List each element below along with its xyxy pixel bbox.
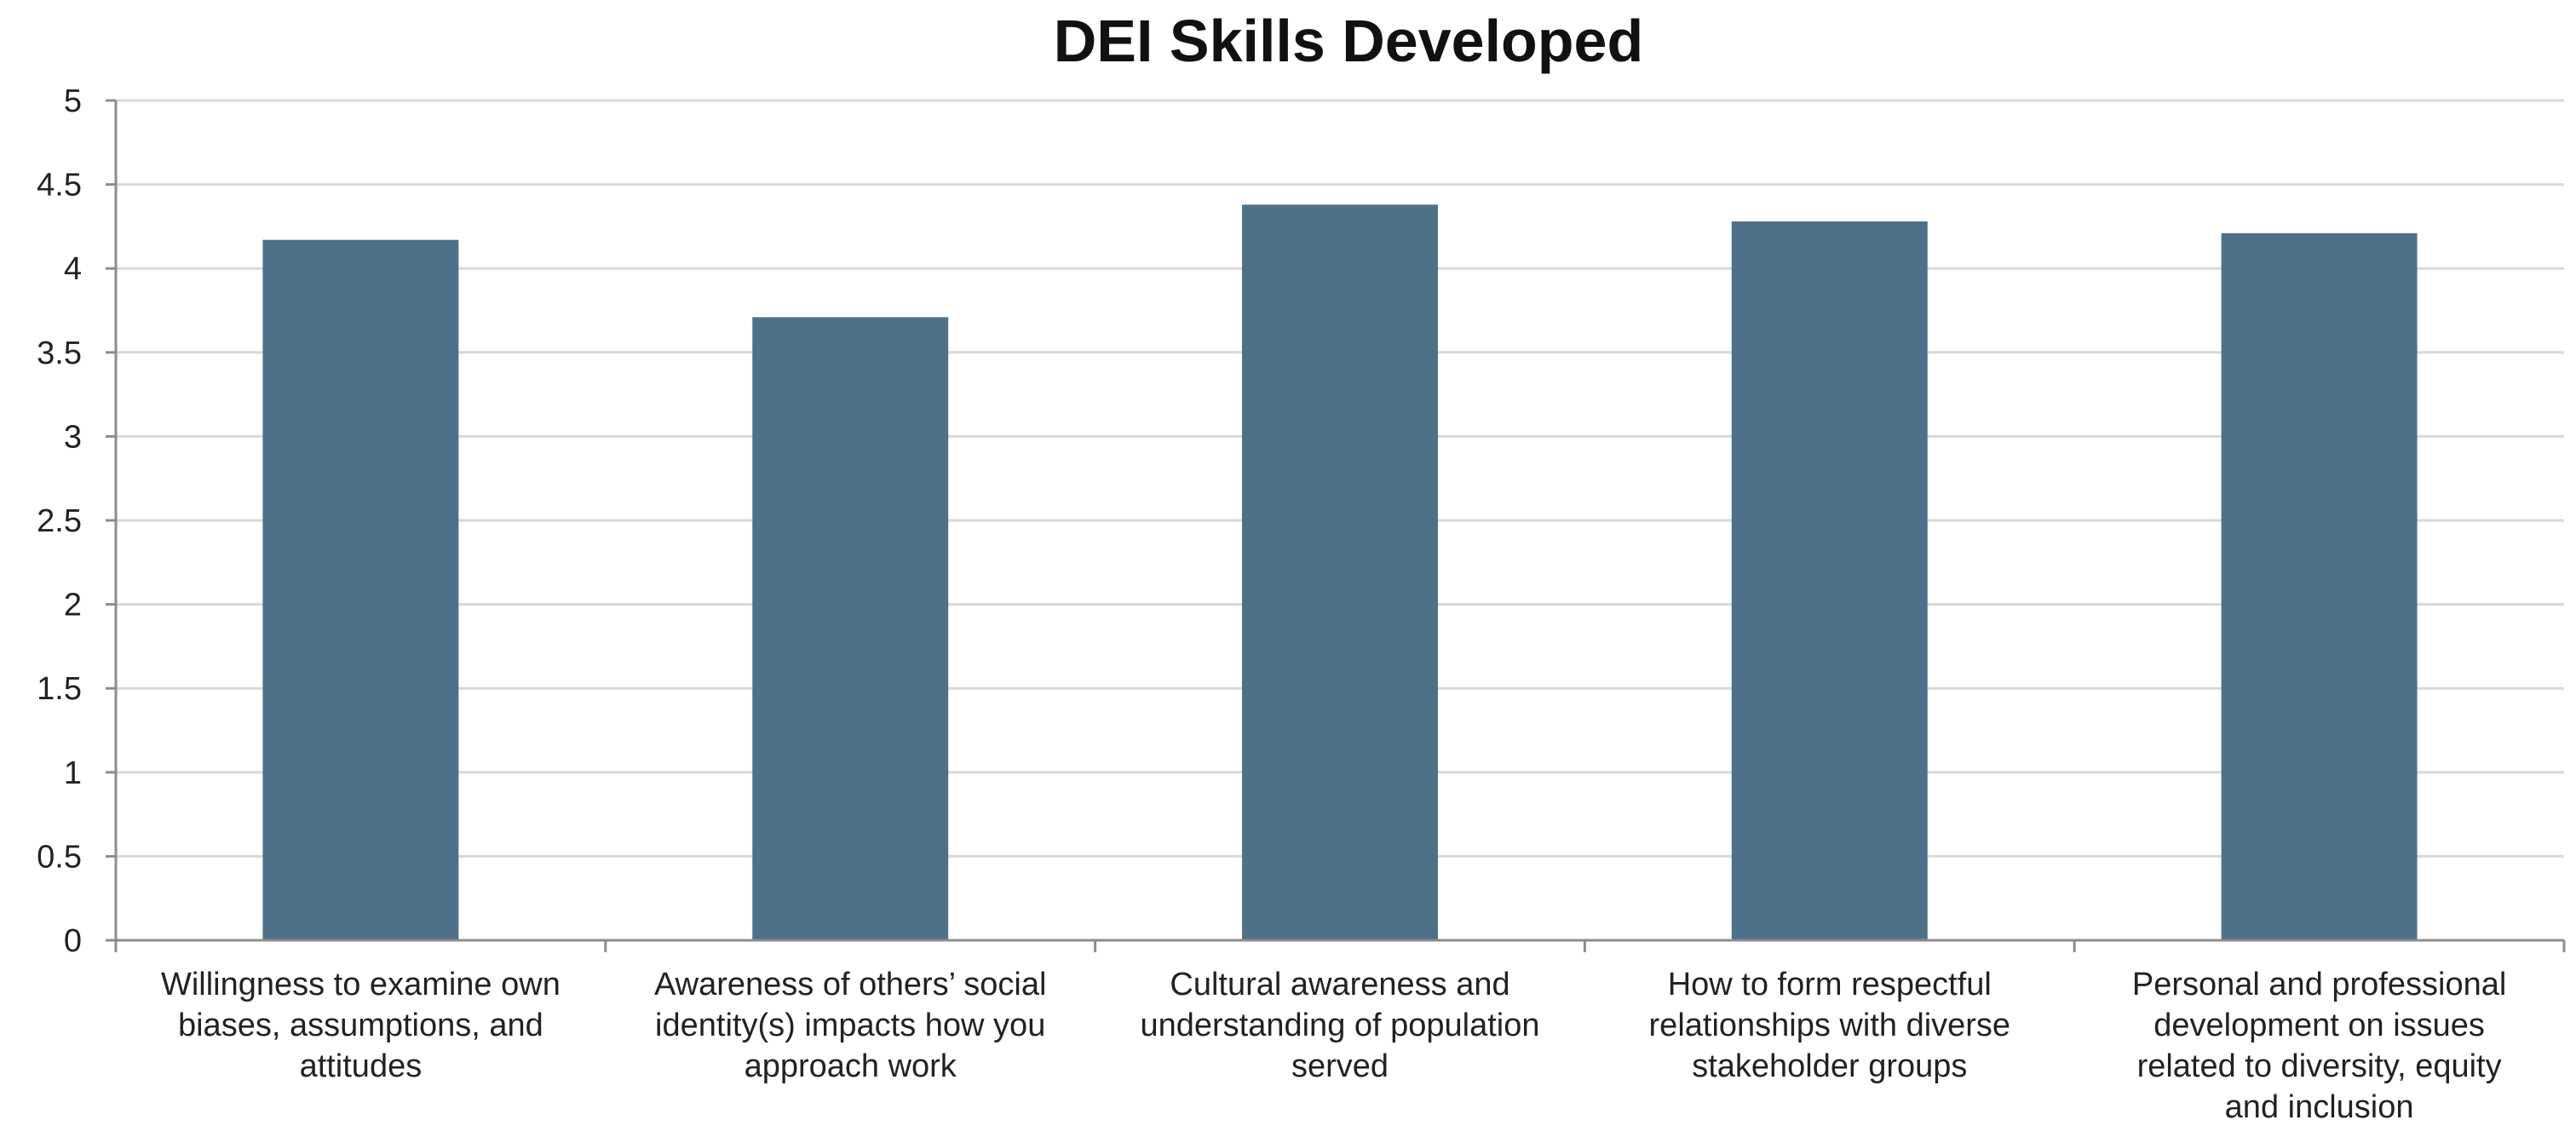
y-tick-label: 1.5 — [37, 671, 82, 707]
x-category-label-line: Personal and professional — [2132, 967, 2506, 1002]
x-category-label-line: Willingness to examine own — [161, 967, 561, 1002]
x-category-label-line: Awareness of others’ social — [654, 967, 1046, 1002]
x-category-label: Personal and professional development on … — [2132, 967, 2506, 1125]
bars — [262, 204, 2418, 941]
x-category-label-line: stakeholder groups — [1692, 1048, 1967, 1084]
y-tick-label: 4 — [64, 251, 82, 287]
x-category-label: How to form respectful relationships with… — [1649, 967, 2011, 1084]
x-category-label-line: How to form respectful — [1668, 967, 1992, 1002]
x-category-label-line: served — [1291, 1048, 1389, 1084]
x-category-label-line: approach work — [745, 1048, 957, 1084]
y-tick-label: 1 — [64, 755, 82, 791]
x-category-label-line: biases, assumptions, and — [178, 1008, 543, 1043]
x-category-label-line: attitudes — [300, 1048, 423, 1084]
y-tick-label: 0 — [64, 923, 82, 959]
y-tick-label: 2.5 — [37, 503, 82, 539]
chart-title: DEI Skills Developed — [1054, 8, 1643, 74]
x-category-label-line: related to diversity, equity — [2137, 1048, 2502, 1084]
bar — [1242, 204, 1438, 940]
y-tick-label: 2 — [64, 588, 82, 623]
x-category-label-line: understanding of population — [1140, 1008, 1539, 1043]
y-axis-tick-labels: 0 0.5 1 1.5 2 2.5 3 3.5 4 4.5 5 — [37, 83, 82, 959]
bar — [1731, 221, 1928, 940]
bar — [2221, 233, 2418, 941]
y-tick-label: 4.5 — [37, 168, 82, 204]
axes — [106, 99, 2566, 952]
x-category-label: Willingness to examine own biases, assump… — [161, 967, 561, 1084]
y-tick-label: 0.5 — [37, 839, 82, 875]
x-category-label: Awareness of others’ social identity(s) i… — [654, 967, 1046, 1084]
y-tick-label: 3.5 — [37, 336, 82, 371]
x-category-label: Cultural awareness and understanding of p… — [1140, 967, 1539, 1084]
x-category-label-line: and inclusion — [2225, 1089, 2414, 1125]
y-tick-label: 5 — [64, 83, 82, 119]
x-category-label-line: development on issues — [2153, 1008, 2485, 1043]
x-axis-category-labels: Willingness to examine own biases, assump… — [161, 967, 2506, 1125]
x-category-label-line: identity(s) impacts how you — [655, 1008, 1045, 1043]
x-category-label-line: relationships with diverse — [1649, 1008, 2011, 1043]
x-category-label-line: Cultural awareness and — [1170, 967, 1509, 1002]
y-tick-label: 3 — [64, 419, 82, 455]
bar — [262, 239, 459, 940]
bar — [752, 317, 949, 940]
